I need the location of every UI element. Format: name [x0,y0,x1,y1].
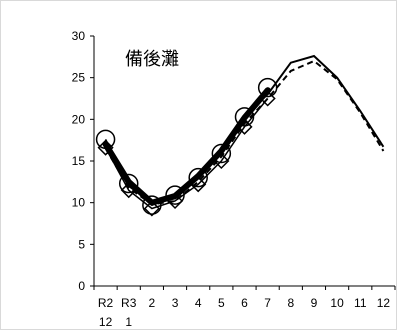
circle-marker [142,195,162,215]
x-tick-label: 7 [264,296,271,310]
x-tick-label: 3 [172,296,179,310]
x-tick-label: 2 [149,296,156,310]
y-tick-label: 15 [72,154,86,168]
diamond-marker [143,200,160,217]
y-tick-label: 20 [72,112,86,126]
x-tick-label: 4 [195,296,202,310]
circle-marker [95,129,116,150]
diamond-marker [213,152,230,170]
x-tick-label: R3 [121,296,137,310]
x-tick-label: 11 [354,296,367,310]
y-tick-label: 10 [72,196,86,210]
series-group [102,54,385,210]
x-tick-label: 5 [218,296,225,310]
diamond-marker [236,118,253,135]
markers-group [95,77,278,217]
x-tick-label: 6 [241,296,248,310]
y-tick-label: 5 [78,237,85,251]
x-tick-label-line2: 1 [125,315,132,329]
diamond-marker [97,139,114,156]
y-tick-label: 30 [72,29,86,43]
diamond-marker [166,192,184,210]
series-line-solid [104,54,385,204]
x-tick-label: 8 [287,296,294,310]
circle-marker [165,185,185,205]
diamond-marker [190,176,207,193]
y-tick-label: 0 [78,279,85,293]
x-tick-label: 12 [377,296,391,310]
series-line-dashed [104,59,385,206]
circle-marker [188,167,208,188]
x-tick-label: R2 [98,296,114,310]
diamond-marker [259,90,276,107]
circle-marker [211,143,232,164]
circle-marker [234,107,255,127]
x-tick-label: 10 [330,296,344,310]
y-tick-label: 25 [72,71,86,85]
x-tick-label-line2: 12 [99,315,113,329]
circle-marker [257,77,278,98]
x-tick-label: 9 [311,296,318,310]
diamond-marker [120,182,137,199]
chart-title: 備後灘 [125,49,179,70]
circle-marker [118,173,139,194]
